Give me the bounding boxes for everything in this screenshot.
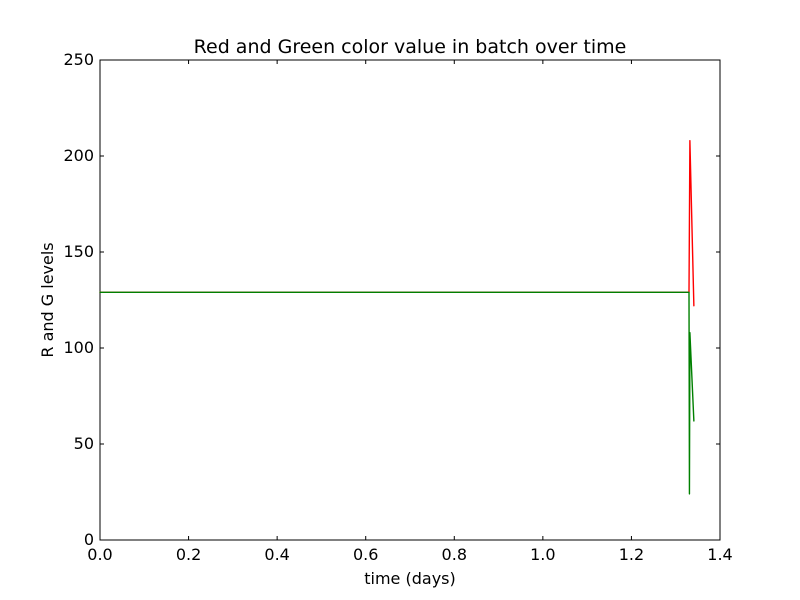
x-axis-label: time (days) <box>364 569 455 588</box>
plot-area <box>99 59 721 541</box>
x-axis-ticks: 0.0 0.2 0.4 0.6 0.8 1.0 1.2 1.4 <box>87 60 733 564</box>
x-tick-label: 1.4 <box>707 545 732 564</box>
y-tick-label: 0 <box>84 530 94 549</box>
y-tick-label: 200 <box>63 146 94 165</box>
y-tick-label: 50 <box>74 434 94 453</box>
x-tick-label: 0.6 <box>353 545 378 564</box>
x-tick-label: 0.8 <box>442 545 467 564</box>
x-tick-label: 0.4 <box>264 545 289 564</box>
series-layer <box>99 139 695 495</box>
x-tick-label: 0.0 <box>87 545 112 564</box>
y-tick-label: 150 <box>63 242 94 261</box>
x-tick-label: 1.0 <box>530 545 555 564</box>
y-axis-label: R and G levels <box>38 242 57 357</box>
y-tick-label: 100 <box>63 338 94 357</box>
plot-frame <box>99 59 721 541</box>
x-tick-label: 0.2 <box>176 545 201 564</box>
y-axis-ticks: 0 50 100 150 200 250 <box>63 50 720 549</box>
green-series-line <box>99 291 695 495</box>
y-tick-label: 250 <box>63 50 94 69</box>
chart-title: Red and Green color value in batch over … <box>194 36 627 58</box>
x-tick-label: 1.2 <box>619 545 644 564</box>
